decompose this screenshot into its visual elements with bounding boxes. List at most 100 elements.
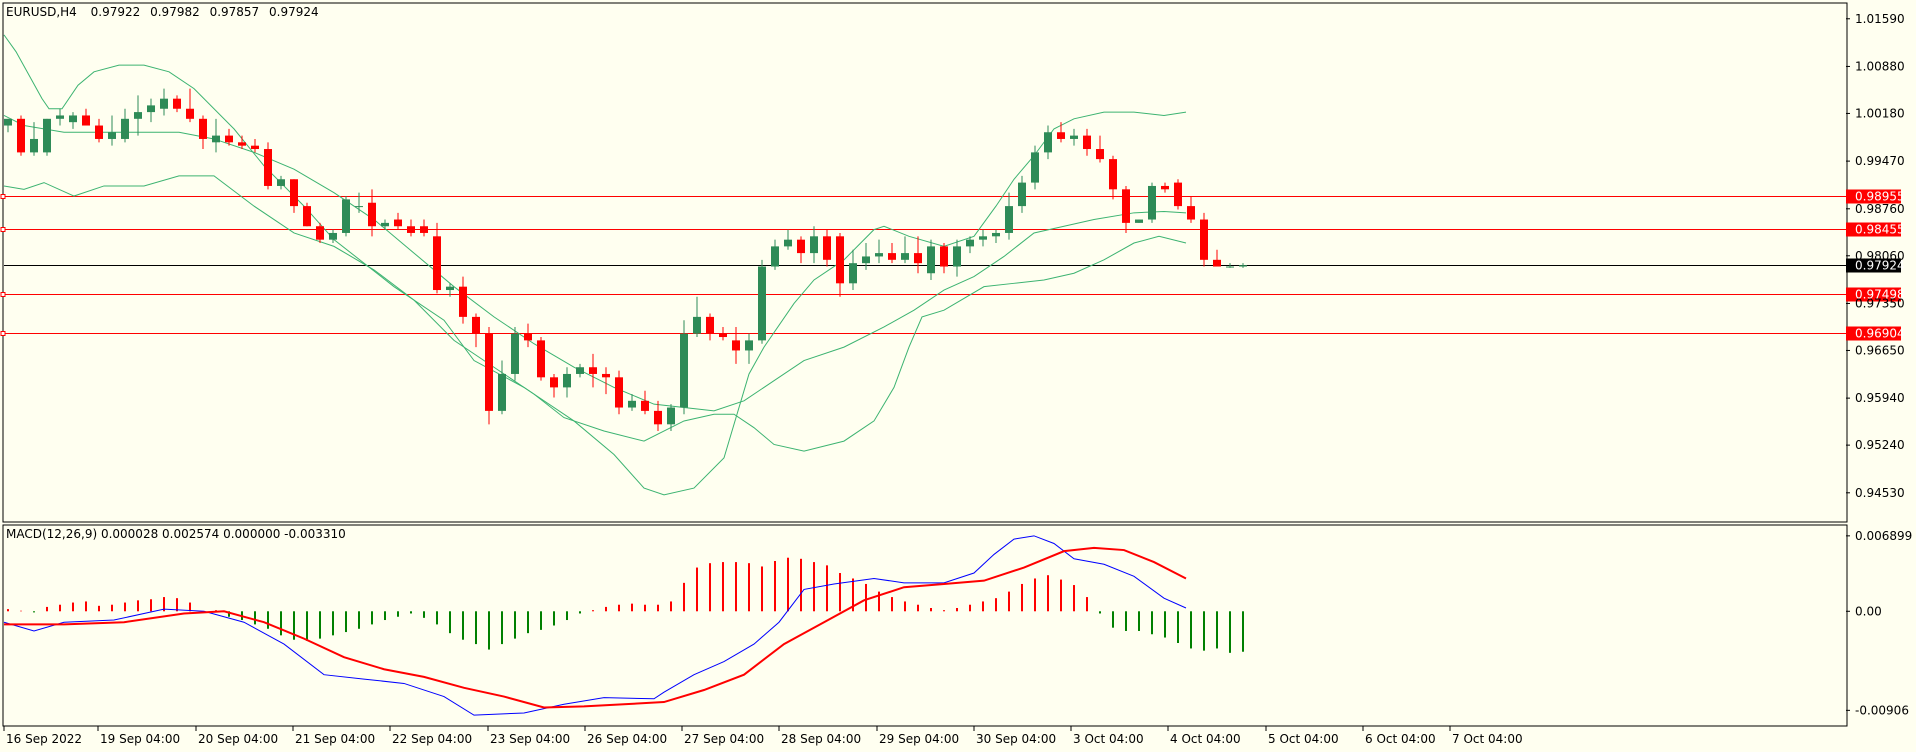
candle-body[interactable] bbox=[1239, 265, 1247, 267]
candle-body[interactable] bbox=[1096, 149, 1104, 160]
candle-body[interactable] bbox=[1044, 132, 1052, 153]
candle-body[interactable] bbox=[134, 112, 142, 119]
candle-body[interactable] bbox=[30, 138, 38, 153]
candle-body[interactable] bbox=[706, 316, 714, 334]
candle-body[interactable] bbox=[927, 246, 935, 274]
candle-body[interactable] bbox=[212, 135, 220, 143]
candle-body[interactable] bbox=[17, 118, 25, 153]
candle-body[interactable] bbox=[329, 232, 337, 240]
candle-body[interactable] bbox=[1161, 185, 1169, 190]
candle-body[interactable] bbox=[914, 253, 922, 264]
candle-body[interactable] bbox=[745, 340, 753, 351]
candle-body[interactable] bbox=[43, 118, 51, 153]
candle-body[interactable] bbox=[1005, 206, 1013, 233]
candle-body[interactable] bbox=[875, 253, 883, 257]
candle-body[interactable] bbox=[810, 236, 818, 254]
candle-body[interactable] bbox=[1200, 219, 1208, 260]
candle-body[interactable] bbox=[901, 253, 909, 260]
candle-body[interactable] bbox=[394, 219, 402, 227]
candle-body[interactable] bbox=[472, 316, 480, 334]
candle-body[interactable] bbox=[940, 246, 948, 267]
candle-body[interactable] bbox=[1070, 135, 1078, 139]
candle-body[interactable] bbox=[1213, 259, 1221, 267]
candle-body[interactable] bbox=[147, 105, 155, 113]
candle-body[interactable] bbox=[862, 256, 870, 264]
candle-body[interactable] bbox=[1018, 182, 1026, 207]
candle-body[interactable] bbox=[732, 340, 740, 351]
candle-body[interactable] bbox=[160, 98, 168, 109]
candle-body[interactable] bbox=[407, 226, 415, 233]
candle-body[interactable] bbox=[641, 400, 649, 411]
candle-body[interactable] bbox=[1109, 159, 1117, 190]
candle-body[interactable] bbox=[628, 400, 636, 408]
candle-body[interactable] bbox=[654, 410, 662, 425]
candle-body[interactable] bbox=[888, 253, 896, 260]
candle-body[interactable] bbox=[693, 316, 701, 334]
candle-body[interactable] bbox=[537, 340, 545, 378]
candle-body[interactable] bbox=[225, 135, 233, 143]
candle-body[interactable] bbox=[797, 239, 805, 254]
candle-body[interactable] bbox=[524, 333, 532, 341]
candle-body[interactable] bbox=[381, 222, 389, 227]
candle-body[interactable] bbox=[277, 179, 285, 186]
candle-body[interactable] bbox=[4, 118, 12, 126]
candle-body[interactable] bbox=[95, 125, 103, 139]
candle-body[interactable] bbox=[992, 232, 1000, 237]
line-anchor[interactable] bbox=[0, 331, 6, 336]
line-anchor[interactable] bbox=[0, 194, 6, 199]
candle-body[interactable] bbox=[303, 206, 311, 227]
candle-body[interactable] bbox=[173, 98, 181, 109]
candle-body[interactable] bbox=[563, 373, 571, 388]
candle-body[interactable] bbox=[82, 115, 90, 126]
candle-body[interactable] bbox=[186, 108, 194, 119]
candle-body[interactable] bbox=[589, 367, 597, 374]
candle-body[interactable] bbox=[719, 333, 727, 338]
candle-body[interactable] bbox=[69, 115, 77, 123]
candle-body[interactable] bbox=[667, 407, 675, 425]
candle-body[interactable] bbox=[498, 373, 506, 411]
line-anchor[interactable] bbox=[0, 292, 6, 297]
candle-body[interactable] bbox=[251, 145, 259, 150]
candle-body[interactable] bbox=[511, 333, 519, 374]
candle-body[interactable] bbox=[433, 236, 441, 291]
candle-body[interactable] bbox=[550, 377, 558, 388]
candle-body[interactable] bbox=[823, 236, 831, 260]
candle-body[interactable] bbox=[602, 373, 610, 378]
line-anchor[interactable] bbox=[0, 227, 6, 232]
candle-body[interactable] bbox=[459, 286, 467, 317]
candle-body[interactable] bbox=[953, 246, 961, 267]
candle-body[interactable] bbox=[1031, 152, 1039, 183]
candle-body[interactable] bbox=[771, 246, 779, 267]
candle-body[interactable] bbox=[784, 239, 792, 247]
candle-body[interactable] bbox=[1083, 135, 1091, 150]
candle-body[interactable] bbox=[1122, 189, 1130, 223]
candle-body[interactable] bbox=[446, 286, 454, 291]
candle-body[interactable] bbox=[199, 118, 207, 139]
candle-body[interactable] bbox=[979, 236, 987, 240]
candle-body[interactable] bbox=[615, 377, 623, 408]
candle-body[interactable] bbox=[1187, 206, 1195, 220]
candle-body[interactable] bbox=[680, 333, 688, 408]
candle-body[interactable] bbox=[316, 226, 324, 240]
candle-body[interactable] bbox=[342, 199, 350, 233]
candle-body[interactable] bbox=[966, 239, 974, 247]
candle-body[interactable] bbox=[758, 266, 766, 341]
candle-body[interactable] bbox=[420, 226, 428, 233]
candle-body[interactable] bbox=[576, 367, 584, 374]
candle-body[interactable] bbox=[290, 179, 298, 207]
candle-body[interactable] bbox=[1174, 182, 1182, 207]
macd-panel[interactable] bbox=[2, 524, 1848, 727]
candle-body[interactable] bbox=[56, 115, 64, 119]
candle-body[interactable] bbox=[264, 149, 272, 186]
candle-body[interactable] bbox=[1226, 266, 1234, 268]
candle-body[interactable] bbox=[238, 142, 246, 146]
candle-body[interactable] bbox=[1135, 219, 1143, 223]
candle-body[interactable] bbox=[849, 263, 857, 284]
candle-body[interactable] bbox=[108, 132, 116, 139]
candle-body[interactable] bbox=[1057, 132, 1065, 139]
candle-body[interactable] bbox=[485, 333, 493, 411]
candle-body[interactable] bbox=[368, 202, 376, 227]
candle-body[interactable] bbox=[836, 236, 844, 284]
